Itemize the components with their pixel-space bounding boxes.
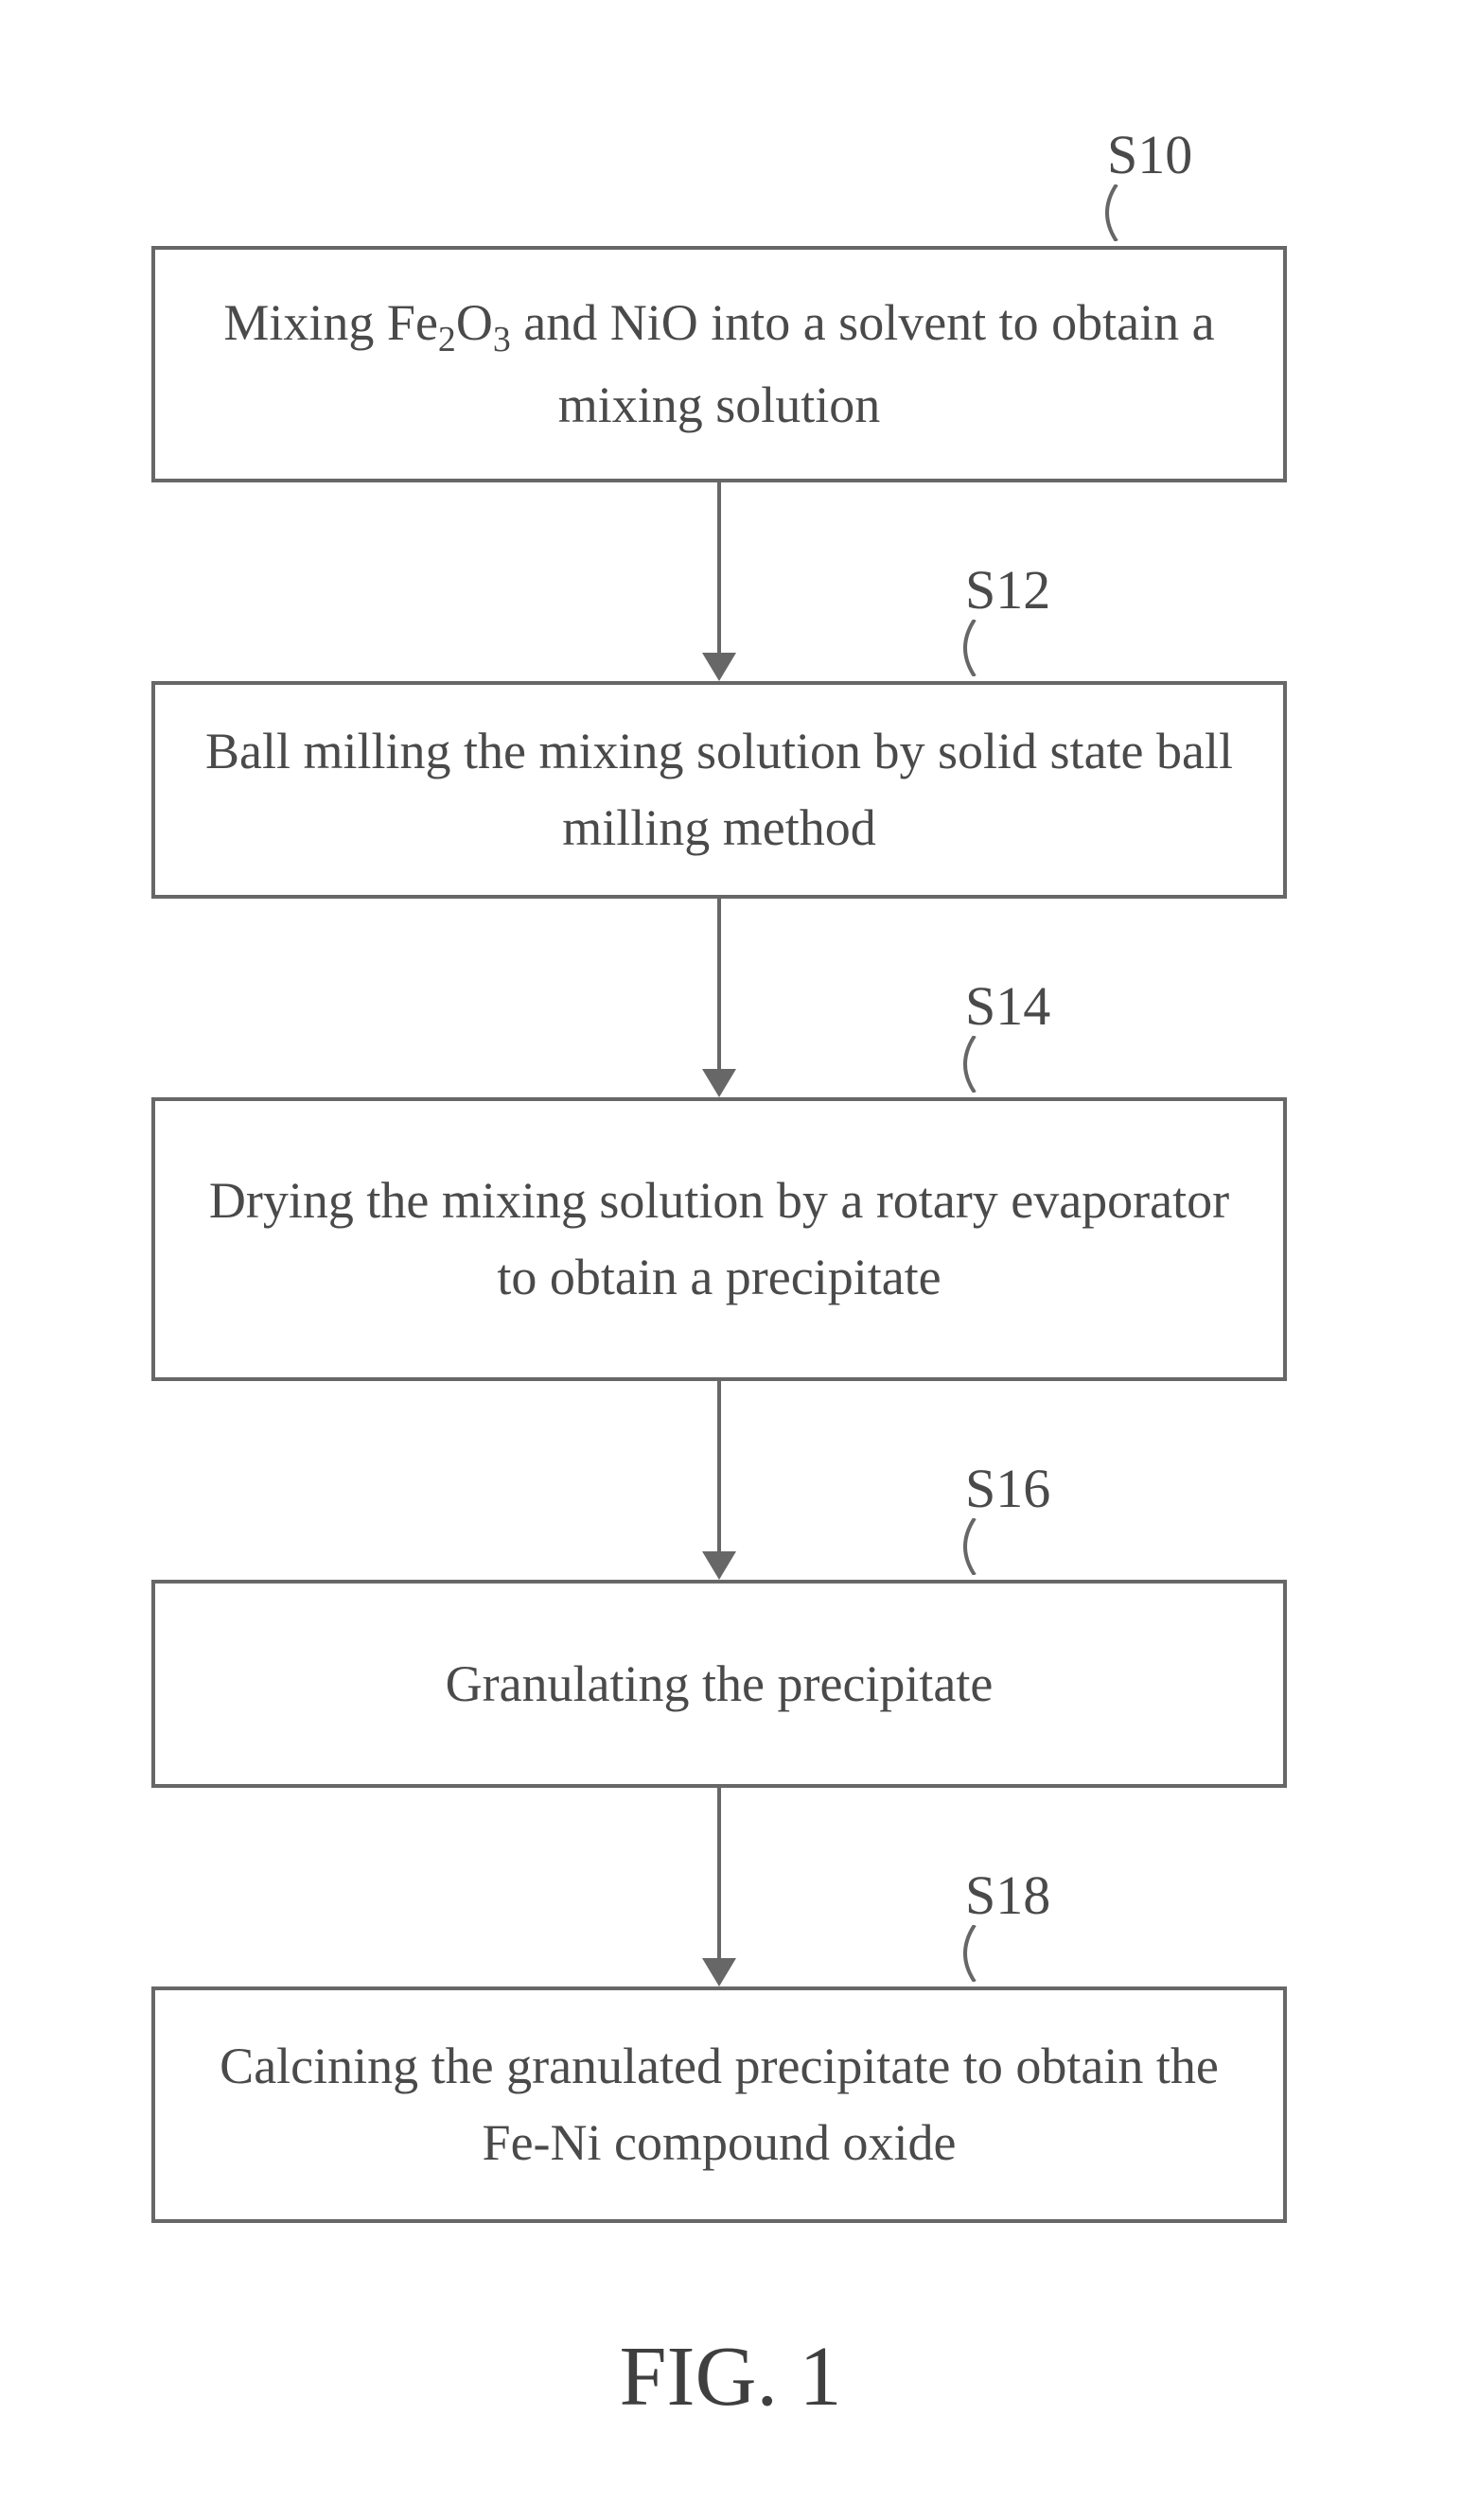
step-box-s12: Ball milling the mixing solution by soli… — [151, 681, 1287, 899]
step-label-s18: S18 — [965, 1864, 1050, 1927]
step-label-s12: S12 — [965, 558, 1050, 621]
arrow-head-3 — [702, 1551, 736, 1580]
step-text-s12: Ball milling the mixing solution by soli… — [193, 713, 1245, 866]
step-box-s16: Granulating the precipitate — [151, 1580, 1287, 1788]
step-box-s18: Calcining the granulated precipitate to … — [151, 1986, 1287, 2223]
arrow-head-4 — [702, 1958, 736, 1986]
step-text-s10: Mixing Fe2O3 and NiO into a solvent to o… — [193, 285, 1245, 443]
arrow-line-4 — [717, 1788, 721, 1958]
curve-s10 — [1098, 184, 1135, 241]
figure-label: FIG. 1 — [619, 2328, 841, 2425]
step-box-s14: Drying the mixing solution by a rotary e… — [151, 1097, 1287, 1381]
arrow-line-3 — [717, 1381, 721, 1551]
step-text-s14: Drying the mixing solution by a rotary e… — [193, 1163, 1245, 1316]
step-box-s10: Mixing Fe2O3 and NiO into a solvent to o… — [151, 246, 1287, 482]
curve-s16 — [956, 1518, 994, 1575]
arrow-line-2 — [717, 899, 721, 1069]
curve-s14 — [956, 1036, 994, 1093]
step-label-s16: S16 — [965, 1457, 1050, 1520]
step-text-s16: Granulating the precipitate — [446, 1646, 994, 1723]
flowchart-container: S10 Mixing Fe2O3 and NiO into a solvent … — [0, 0, 1461, 2520]
step-text-s18: Calcining the granulated precipitate to … — [193, 2028, 1245, 2181]
arrow-head-1 — [702, 653, 736, 681]
step-label-s10: S10 — [1107, 123, 1192, 186]
curve-s12 — [956, 620, 994, 676]
curve-s18 — [956, 1925, 994, 1982]
arrow-line-1 — [717, 482, 721, 653]
arrow-head-2 — [702, 1069, 736, 1097]
step-label-s14: S14 — [965, 974, 1050, 1038]
